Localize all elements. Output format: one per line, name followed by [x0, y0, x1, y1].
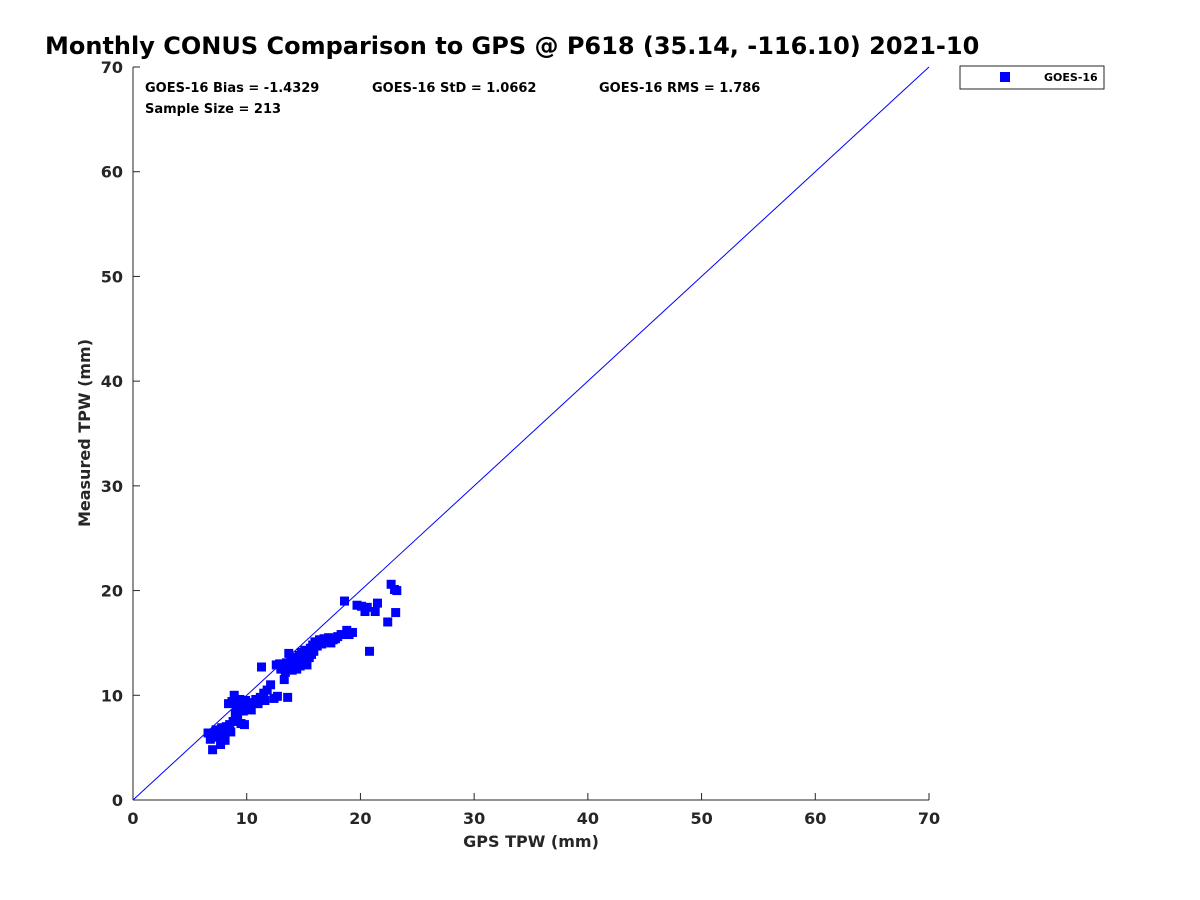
data-point: [208, 745, 218, 755]
data-point: [220, 735, 230, 745]
y-ticks: 0 10 20 30 40 50 60 70: [101, 58, 140, 810]
data-point: [309, 646, 319, 656]
x-tick-label: 20: [349, 809, 371, 828]
data-point: [279, 675, 289, 685]
std-annotation: GOES-16 StD = 1.0662: [372, 81, 536, 96]
data-point: [227, 697, 237, 707]
plot-axes: [132, 67, 929, 801]
y-axis-label: Measured TPW (mm): [75, 339, 94, 527]
data-point: [284, 648, 294, 658]
data-point: [212, 732, 222, 742]
data-point: [217, 723, 227, 733]
one-to-one-line: [132, 66, 930, 801]
data-point: [370, 607, 380, 617]
y-tick-label: 60: [101, 163, 123, 182]
data-point: [347, 627, 357, 637]
y-tick-label: 50: [101, 267, 123, 286]
data-point: [233, 713, 243, 723]
y-tick-label: 0: [112, 791, 123, 810]
data-point: [302, 660, 312, 670]
x-tick-label: 30: [463, 809, 485, 828]
data-point: [340, 596, 350, 606]
x-tick-label: 10: [236, 809, 258, 828]
data-point: [272, 691, 282, 701]
x-tick-label: 40: [577, 809, 599, 828]
data-point: [260, 696, 270, 706]
data-point: [266, 680, 276, 690]
reference-layer: [132, 66, 930, 801]
x-tick-label: 50: [690, 809, 712, 828]
rms-annotation: GOES-16 RMS = 1.786: [599, 81, 760, 96]
data-point: [391, 608, 401, 618]
y-tick-label: 20: [101, 582, 123, 601]
data-point: [226, 727, 236, 737]
chart-title: Monthly CONUS Comparison to GPS @ P618 (…: [45, 32, 979, 60]
data-point: [312, 641, 322, 651]
data-point: [352, 600, 362, 610]
data-point: [282, 658, 292, 668]
data-point: [287, 665, 297, 675]
data-point: [336, 630, 346, 640]
data-point: [392, 586, 402, 596]
y-tick-label: 70: [101, 58, 123, 77]
data-point: [262, 685, 272, 695]
x-ticks: 0 10 20 30 40 50 60 70: [127, 793, 940, 828]
legend: GOES-16: [959, 65, 1105, 90]
data-point: [203, 728, 213, 738]
y-tick-label: 40: [101, 372, 123, 391]
x-axis-label: GPS TPW (mm): [463, 832, 599, 851]
y-tick-label: 30: [101, 477, 123, 496]
data-point: [229, 690, 239, 700]
data-point: [280, 667, 290, 677]
data-point: [324, 633, 334, 643]
data-point: [228, 716, 238, 726]
bias-annotation: GOES-16 Bias = -1.4329: [145, 81, 319, 96]
data-point: [246, 705, 256, 715]
data-point: [362, 602, 372, 612]
data-point: [372, 598, 382, 608]
data-point: [317, 639, 327, 649]
data-point: [365, 646, 375, 656]
data-point: [256, 662, 266, 672]
data-point: [239, 720, 249, 730]
stats-annotations: GOES-16 Bias = -1.4329 GOES-16 StD = 1.0…: [145, 81, 760, 117]
data-point: [253, 699, 263, 709]
legend-marker-square-icon: [1000, 72, 1010, 82]
data-point: [386, 579, 396, 589]
legend-box: [959, 65, 1105, 90]
x-tick-label: 0: [127, 809, 138, 828]
data-point: [216, 740, 226, 750]
sample-size-annotation: Sample Size = 213: [145, 102, 281, 117]
data-point: [238, 706, 248, 716]
x-tick-label: 60: [804, 809, 826, 828]
x-tick-label: 70: [918, 809, 940, 828]
data-point: [383, 617, 393, 627]
data-points: [203, 579, 402, 755]
y-tick-label: 10: [101, 686, 123, 705]
data-point: [357, 601, 367, 611]
legend-entry-goes16: GOES-16: [1044, 71, 1098, 84]
data-point: [283, 692, 293, 702]
